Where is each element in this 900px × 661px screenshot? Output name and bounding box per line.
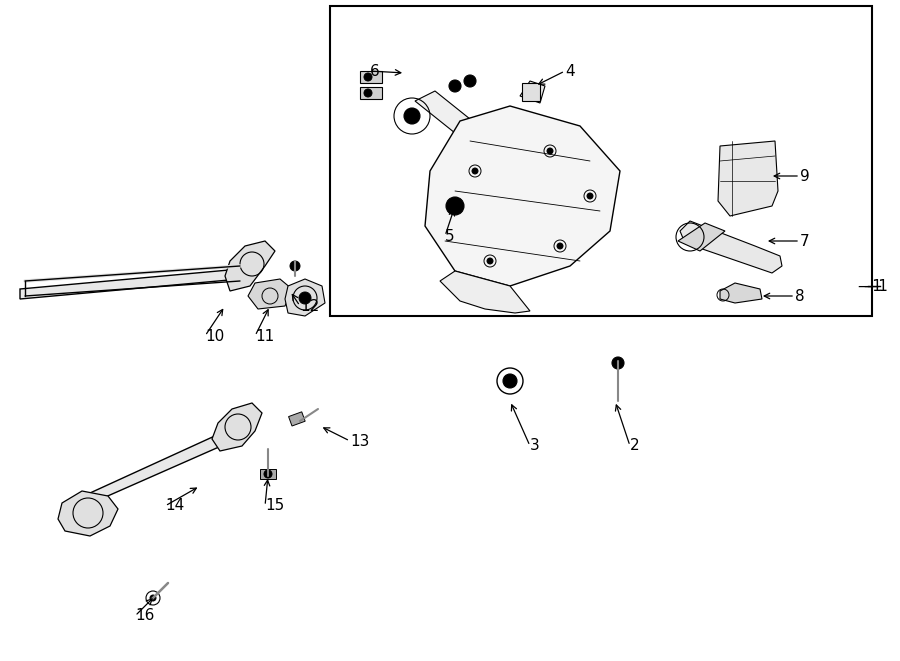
Bar xyxy=(330,6,872,316)
Circle shape xyxy=(290,261,300,271)
Text: 7: 7 xyxy=(800,233,810,249)
Polygon shape xyxy=(415,91,510,161)
Circle shape xyxy=(472,168,478,174)
Polygon shape xyxy=(248,279,292,309)
Text: 13: 13 xyxy=(350,434,369,449)
Circle shape xyxy=(451,202,459,210)
Polygon shape xyxy=(440,271,530,313)
Circle shape xyxy=(150,595,156,601)
Polygon shape xyxy=(520,81,545,103)
Text: 2: 2 xyxy=(630,438,640,453)
Text: 12: 12 xyxy=(300,299,319,313)
Bar xyxy=(360,71,382,83)
Text: 16: 16 xyxy=(135,609,155,623)
Bar xyxy=(260,469,276,479)
Polygon shape xyxy=(58,491,118,536)
Circle shape xyxy=(464,75,476,87)
Circle shape xyxy=(547,148,553,154)
Text: 6: 6 xyxy=(370,63,380,79)
Bar xyxy=(360,87,382,99)
Polygon shape xyxy=(425,106,620,286)
Text: 5: 5 xyxy=(445,229,455,243)
Circle shape xyxy=(446,197,464,215)
Circle shape xyxy=(364,89,372,97)
Text: 14: 14 xyxy=(165,498,184,514)
Text: 10: 10 xyxy=(205,329,224,344)
Polygon shape xyxy=(718,141,778,216)
Bar xyxy=(522,83,540,101)
Polygon shape xyxy=(678,223,725,251)
Polygon shape xyxy=(85,429,230,506)
Polygon shape xyxy=(720,283,762,303)
Polygon shape xyxy=(212,403,262,451)
Text: 4: 4 xyxy=(565,63,574,79)
Text: —1: —1 xyxy=(863,278,888,293)
Text: 8: 8 xyxy=(795,288,805,303)
Polygon shape xyxy=(225,241,275,291)
Circle shape xyxy=(364,73,372,81)
Circle shape xyxy=(264,470,272,478)
Circle shape xyxy=(404,108,420,124)
Circle shape xyxy=(299,292,311,304)
Text: 9: 9 xyxy=(800,169,810,184)
Text: 11: 11 xyxy=(255,329,274,344)
Text: 3: 3 xyxy=(530,438,540,453)
Polygon shape xyxy=(20,269,240,299)
Circle shape xyxy=(557,243,563,249)
Circle shape xyxy=(487,258,493,264)
Circle shape xyxy=(503,374,517,388)
Circle shape xyxy=(449,80,461,92)
Text: —1: —1 xyxy=(857,278,882,293)
Polygon shape xyxy=(285,279,325,316)
Circle shape xyxy=(587,193,593,199)
Bar xyxy=(289,412,305,426)
Text: 15: 15 xyxy=(265,498,284,514)
Polygon shape xyxy=(680,221,782,273)
Circle shape xyxy=(612,357,624,369)
